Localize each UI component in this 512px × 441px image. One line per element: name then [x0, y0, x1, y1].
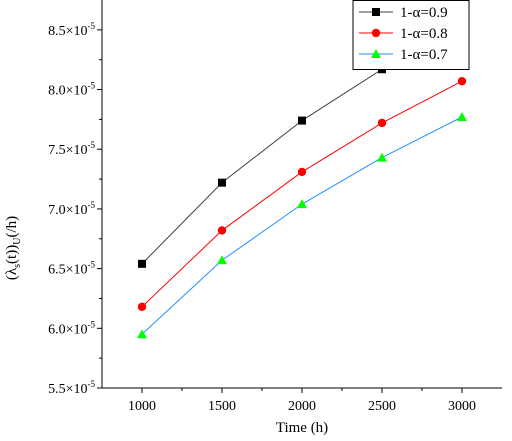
y-tick-label: 8.5×10-5: [48, 21, 95, 39]
x-tick-label: 1000: [128, 399, 156, 414]
data-point: [138, 259, 146, 268]
series-line: [141, 116, 463, 335]
legend-label: 1-α=0.8: [400, 26, 448, 42]
x-tick-label: 2500: [368, 399, 396, 414]
legend-marker: [371, 28, 381, 38]
series-line: [141, 80, 463, 308]
data-point: [377, 118, 387, 128]
legend-label: 1-α=0.7: [400, 47, 448, 63]
data-point: [457, 111, 467, 121]
y-axis-title: (λs(t))U(/h): [4, 216, 23, 280]
x-tick-label: 3000: [448, 399, 476, 414]
y-tick-label: 6.5×10-5: [48, 260, 95, 278]
legend-item: 1-α=0.7: [359, 47, 448, 63]
legend-item: 1-α=0.9: [359, 5, 448, 21]
data-point: [457, 76, 467, 86]
data-point: [137, 329, 147, 339]
data-point: [298, 116, 306, 125]
x-axis-title: Time (h): [276, 420, 328, 436]
legend-marker: [371, 49, 381, 58]
data-point: [297, 199, 307, 209]
legend: 1-α=0.9 1-α=0.8 1-α=0.7: [352, 0, 470, 70]
y-tick-label: 7.5×10-5: [48, 140, 95, 158]
series-2: [137, 76, 467, 312]
y-axis: 5.5×10-5 6.0×10-5 6.5×10-5 7.0×10-5 7.5×10-5…: [48, 21, 102, 397]
data-point: [217, 226, 227, 235]
x-axis: 1000 1500 2000 2500 3000: [128, 388, 476, 414]
data-point: [297, 167, 307, 177]
y-tick-label: 8.0×10-5: [48, 81, 95, 99]
y-tick-label: 7.0×10-5: [48, 200, 95, 218]
legend-label: 1-α=0.9: [400, 5, 448, 21]
data-point: [217, 255, 227, 265]
x-tick-label: 1500: [208, 399, 236, 414]
legend-item: 1-α=0.8: [359, 26, 448, 42]
y-tick-label: 5.5×10-5: [48, 379, 95, 397]
data-point: [377, 152, 387, 162]
data-point: [137, 302, 147, 312]
y-tick-label: 6.0×10-5: [48, 319, 95, 337]
data-point: [218, 178, 226, 187]
x-tick-label: 2000: [288, 399, 316, 414]
legend-marker: [372, 8, 380, 16]
series-3: [137, 111, 467, 339]
